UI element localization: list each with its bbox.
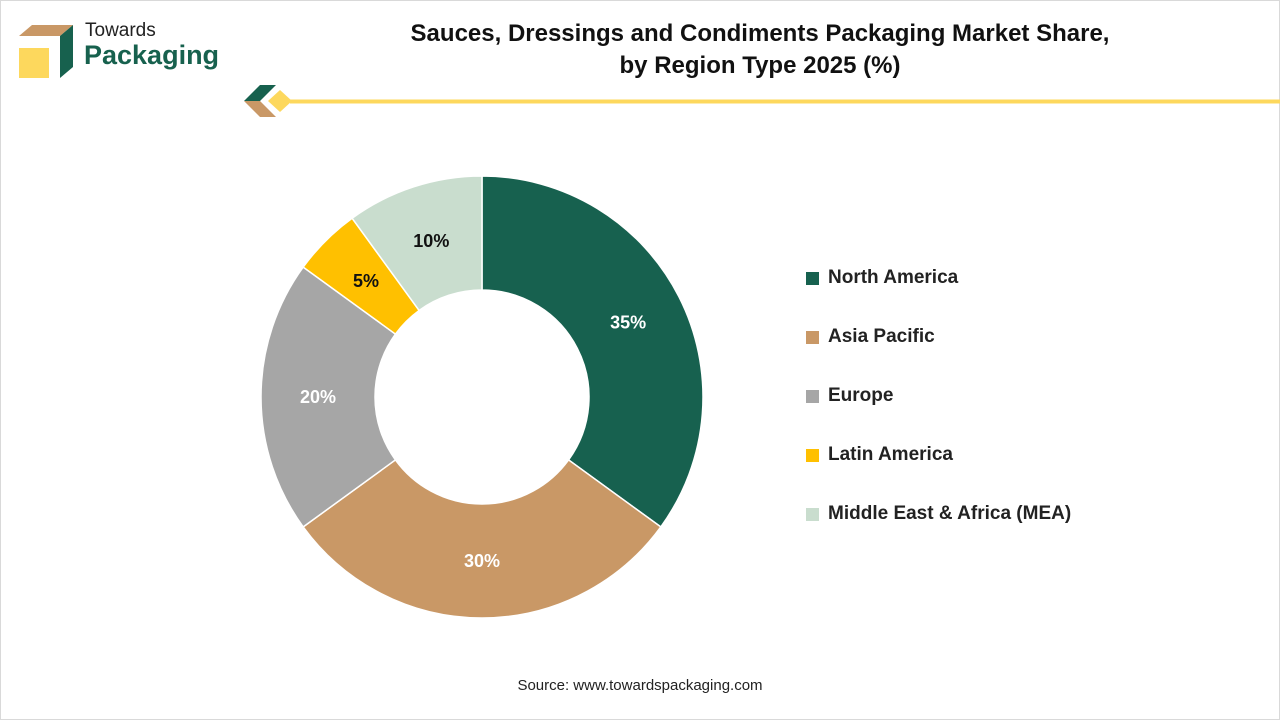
title-line2: by Region Type 2025 (%) [619, 52, 901, 79]
data-label: 35% [610, 313, 646, 333]
legend-swatch [806, 507, 819, 521]
data-label: 5% [353, 271, 379, 291]
legend-label: Asia Pacific [828, 326, 935, 347]
data-label: 30% [464, 551, 500, 571]
legend-label: Middle East & Africa (MEA) [828, 503, 1072, 524]
title-underline-decoration [244, 85, 1280, 117]
legend-swatch [806, 448, 819, 462]
legend-swatch [806, 271, 819, 285]
chart-title: Sauces, Dressings and Condiments Packagi… [290, 18, 1230, 82]
title-line1: Sauces, Dressings and Condiments Packagi… [410, 20, 1110, 47]
data-label: 10% [413, 231, 449, 251]
slice-europe [260, 266, 397, 528]
source-note: Source: www.towardspackaging.com [517, 677, 763, 694]
slice-asia-pacific [302, 458, 662, 619]
legend-swatch [806, 389, 819, 403]
legend-label: North America [828, 267, 959, 288]
legend-label: Europe [828, 385, 894, 406]
box-logo-icon [19, 25, 73, 78]
data-label: 20% [300, 387, 336, 407]
slice-middle-east-africa-mea [351, 175, 483, 312]
brand-line2: Packaging [84, 40, 220, 70]
brand-line1: Towards [85, 20, 156, 41]
legend-item: North America [806, 266, 1071, 290]
legend: North America Asia Pacific Europe Latin Ame… [806, 266, 1071, 561]
legend-item: Middle East & Africa (MEA) [806, 502, 1071, 526]
legend-item: Latin America [806, 443, 1071, 467]
legend-swatch [806, 330, 819, 344]
slice-north-america [481, 175, 704, 528]
legend-item: Europe [806, 384, 1071, 408]
legend-item: Asia Pacific [806, 325, 1071, 349]
legend-label: Latin America [828, 444, 953, 465]
towards-packaging-logo: Towards Packaging [16, 20, 236, 82]
